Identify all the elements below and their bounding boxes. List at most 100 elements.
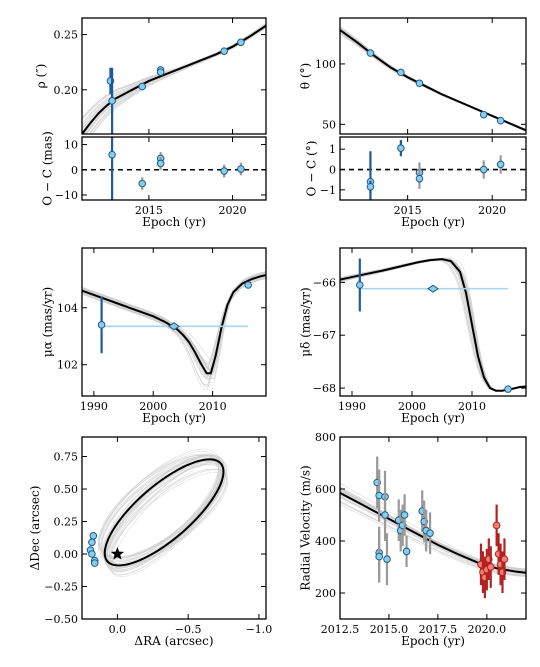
rho-point-6	[237, 38, 245, 47]
posterior-draw-mudelta-20	[340, 258, 526, 392]
posterior-orbit-27	[111, 460, 229, 577]
posterior-draw-theta-28	[340, 32, 526, 130]
rho_res-ytick-label-2: 10	[64, 139, 78, 152]
posterior-draw-theta-4	[340, 30, 526, 131]
posterior-draw-mudelta-16	[340, 258, 526, 392]
rv-red-point-10	[500, 555, 509, 564]
rho-point-2	[138, 82, 147, 91]
panel-rho_res: 2015 2020 −10 0 10 Epoch (yr) O − C (mas)	[40, 131, 267, 229]
theta-plot-area	[340, 26, 526, 132]
orbit-ytick-label-1: −0.25	[44, 581, 78, 594]
posterior-draw-theta-23	[340, 30, 526, 130]
mudelta-ylabel: μδ (mas/yr)	[298, 287, 312, 356]
posterior-orbit-2	[110, 469, 228, 567]
orbit-ytick-label-0: −0.50	[44, 613, 78, 626]
mudelta-xtick-label-2: 2010	[458, 400, 486, 413]
posterior-draw-theta-12	[340, 32, 526, 132]
mudelta-model-line	[340, 258, 526, 392]
posterior-draw-rv-33	[340, 490, 526, 570]
rho_res-xlabel: Epoch (yr)	[142, 215, 206, 229]
posterior-draw-theta-31	[340, 28, 526, 132]
theta_res-point-2	[397, 144, 405, 152]
posterior-draw-mudelta-31	[340, 259, 526, 392]
theta_res-point-1	[366, 182, 375, 191]
mudelta-diamond-marker	[427, 284, 439, 293]
theta-ylabel: θ (°)	[298, 63, 312, 89]
posterior-draw-mudelta-3	[340, 258, 526, 391]
posterior-draw-theta-22	[340, 28, 526, 131]
orbit-ytick-label-4: 0.50	[54, 483, 79, 496]
posterior-draw-mudelta-13	[340, 258, 526, 392]
mualpha-xtick-label-2: 2010	[199, 400, 227, 413]
theta-frame	[339, 17, 527, 135]
posterior-draw-theta-16	[340, 26, 526, 132]
posterior-draw-mualpha-31	[82, 278, 266, 372]
posterior-draw-theta-14	[340, 27, 526, 131]
mualpha-ylabel: μα (mas/yr)	[40, 287, 54, 357]
orbit-ytick-label-2: 0.00	[54, 548, 79, 561]
rv-xtick-label-1: 2015.0	[370, 623, 409, 636]
rv-xtick-label-3: 2020.0	[468, 623, 507, 636]
rv-blue-point-11	[402, 547, 411, 556]
posterior-draw-theta-7	[340, 32, 526, 130]
posterior-draw-theta-32	[340, 31, 526, 131]
posterior-draw-theta-26	[340, 29, 526, 132]
posterior-draw-mudelta-18	[340, 258, 526, 391]
rho-ylabel: ρ (″)	[34, 64, 48, 89]
rv-ytick-label-1: 400	[315, 535, 336, 548]
posterior-draw-mudelta-2	[340, 260, 526, 392]
panel-rv: 2012.5 2015.0 2017.5 2020.0 200 400 600 800 Epoc…	[298, 431, 527, 648]
posterior-draw-mudelta-19	[340, 258, 526, 391]
theta_res-xlabel: Epoch (yr)	[401, 215, 465, 229]
posterior-draw-rv-30	[340, 487, 526, 576]
posterior-draw-mudelta-17	[340, 259, 526, 392]
rho-plot-area	[82, 23, 266, 134]
mudelta-ytick-label-1: −67	[313, 329, 336, 342]
panel-rho: 0.20 0.25 ρ (″)	[34, 17, 267, 135]
best-fit-orbit	[103, 458, 225, 567]
mudelta-frame	[339, 247, 527, 397]
theta-point-3	[479, 110, 488, 119]
posterior-draw-theta-1	[340, 26, 526, 132]
theta_res-point-5	[479, 165, 488, 174]
orbit-point-1	[88, 538, 96, 547]
posterior-draw-mudelta-23	[340, 258, 526, 391]
posterior-orbit-35	[103, 453, 223, 569]
mualpha-xtick-label-0: 1990	[80, 400, 108, 413]
mudelta-point-1	[504, 385, 512, 393]
theta-model-line	[340, 29, 526, 132]
posterior-draw-mualpha-24	[82, 277, 266, 386]
posterior-draw-mudelta-26	[340, 259, 526, 392]
orbit-frame	[81, 436, 267, 620]
posterior-orbit-10	[98, 448, 220, 564]
posterior-draw-mudelta-25	[340, 259, 526, 392]
rho_res-frame	[81, 136, 267, 201]
rv-red-point-5	[486, 563, 495, 571]
rho-point-5	[220, 47, 228, 55]
posterior-draw-mudelta-33	[340, 258, 526, 391]
orbit-point-2	[89, 532, 98, 540]
orbit-ytick-label-3: 0.25	[54, 516, 79, 529]
theta-point-4	[496, 116, 505, 125]
mualpha-ytick-label-0: 102	[57, 359, 78, 372]
posterior-draw-theta-9	[340, 29, 526, 132]
posterior-draw-theta-33	[340, 30, 526, 130]
rv-blue-point-5	[381, 511, 389, 519]
posterior-draw-theta-24	[340, 32, 526, 132]
rho-frame	[81, 17, 267, 135]
posterior-draw-theta-10	[340, 26, 526, 130]
posterior-draw-theta-18	[340, 28, 526, 131]
posterior-draw-mudelta-6	[340, 258, 526, 391]
posterior-draw-mudelta-5	[340, 258, 526, 391]
orbit-ylabel: ΔDec (arcsec)	[28, 486, 42, 571]
posterior-orbit-36	[98, 451, 220, 562]
rv-blue-point-10	[400, 511, 409, 519]
rv-ytick-label-3: 800	[315, 431, 336, 444]
mualpha-ytick-label-1: 104	[57, 302, 78, 315]
posterior-draw-rv-0	[340, 504, 526, 577]
orbit-xlabel: ΔRA (arcsec)	[134, 634, 213, 648]
rho_res-ylabel: O − C (mas)	[40, 131, 54, 206]
rho_res-plot-area	[82, 137, 266, 200]
